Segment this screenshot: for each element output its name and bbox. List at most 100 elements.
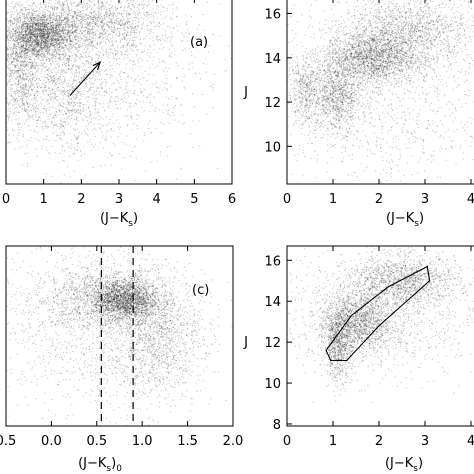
scatter-point <box>73 77 75 79</box>
scatter-point <box>109 28 111 30</box>
scatter-point <box>13 60 15 62</box>
scatter-point <box>19 52 21 54</box>
scatter-point <box>106 24 108 26</box>
scatter-point <box>46 42 48 44</box>
scatter-point <box>50 13 52 15</box>
scatter-point <box>23 63 25 65</box>
scatter-point <box>36 70 38 72</box>
scatter-point <box>36 91 38 93</box>
scatter-point <box>95 17 97 19</box>
scatter-point <box>33 54 35 56</box>
scatter-point <box>45 34 47 36</box>
scatter-point <box>40 42 42 44</box>
scatter-point <box>68 68 70 70</box>
scatter-point <box>39 54 41 56</box>
scatter-point <box>36 56 38 58</box>
scatter-point <box>90 22 92 24</box>
scatter-point <box>77 50 79 52</box>
scatter-point <box>43 32 45 34</box>
scatter-point <box>99 35 101 37</box>
scatter-point <box>30 19 32 21</box>
scatter-point <box>37 50 39 52</box>
scatter-point <box>30 35 32 37</box>
scatter-point <box>75 48 77 50</box>
scatter-point <box>7 53 9 55</box>
scatter-point <box>60 24 62 26</box>
scatter-point <box>98 68 100 70</box>
scatter-point <box>43 54 45 56</box>
scatter-point <box>37 26 39 28</box>
scatter-point <box>129 13 131 15</box>
scatter-point <box>134 20 136 22</box>
scatter-point <box>32 47 34 49</box>
scatter-point <box>66 18 68 20</box>
scatter-point <box>18 26 20 28</box>
scatter-point <box>55 53 57 55</box>
scatter-point <box>54 152 56 154</box>
scatter-point <box>88 44 90 46</box>
scatter-point <box>21 47 23 49</box>
scatter-point <box>24 56 26 58</box>
scatter-point <box>106 23 108 25</box>
scatter-point <box>44 86 46 88</box>
scatter-point <box>132 27 134 29</box>
scatter-point <box>29 22 31 24</box>
scatter-point <box>117 28 119 30</box>
scatter-point <box>46 58 48 60</box>
scatter-point <box>76 17 78 19</box>
scatter-point <box>84 48 86 50</box>
scatter-point <box>10 16 12 18</box>
scatter-point <box>94 72 96 74</box>
scatter-point <box>74 30 76 32</box>
scatter-point <box>54 94 56 96</box>
scatter-point <box>57 29 59 31</box>
scatter-point <box>89 121 91 123</box>
scatter-point <box>47 32 49 34</box>
scatter-point <box>87 46 89 48</box>
scatter-point <box>36 45 38 47</box>
scatter-point <box>65 26 67 28</box>
scatter-point <box>42 39 44 41</box>
scatter-point <box>86 36 88 38</box>
scatter-point <box>87 28 89 30</box>
scatter-point <box>96 22 98 24</box>
scatter-point <box>76 43 78 45</box>
scatter-point <box>124 56 126 58</box>
scatter-point <box>30 56 32 58</box>
scatter-point <box>24 37 26 39</box>
scatter-point <box>76 94 78 96</box>
scatter-point <box>81 16 83 18</box>
scatter-point <box>8 134 10 136</box>
scatter-point <box>11 49 13 51</box>
scatter-point <box>50 45 52 47</box>
scatter-point <box>10 49 12 51</box>
scatter-point <box>40 36 42 38</box>
scatter-point <box>31 19 33 21</box>
scatter-point <box>61 31 63 33</box>
scatter-point <box>102 27 104 29</box>
scatter-point <box>51 39 53 41</box>
scatter-point <box>31 67 33 69</box>
scatter-point <box>9 35 11 37</box>
scatter-point <box>38 52 40 54</box>
scatter-point <box>51 30 53 32</box>
scatter-point <box>40 43 42 45</box>
scatter-point <box>65 36 67 38</box>
scatter-point <box>95 129 97 131</box>
scatter-point <box>42 34 44 36</box>
scatter-point <box>51 92 53 94</box>
scatter-point <box>89 51 91 53</box>
scatter-point <box>85 15 87 17</box>
scatter-point <box>128 6 130 8</box>
scatter-point <box>103 31 105 33</box>
scatter-point <box>65 72 67 74</box>
scatter-point <box>18 48 20 50</box>
scatter-point <box>65 34 67 36</box>
scatter-point <box>22 45 24 47</box>
scatter-point <box>52 39 54 41</box>
scatter-point <box>84 23 86 25</box>
scatter-point <box>8 79 10 81</box>
scatter-point <box>126 14 128 16</box>
scatter-point <box>59 33 61 35</box>
scatter-point <box>15 58 17 60</box>
